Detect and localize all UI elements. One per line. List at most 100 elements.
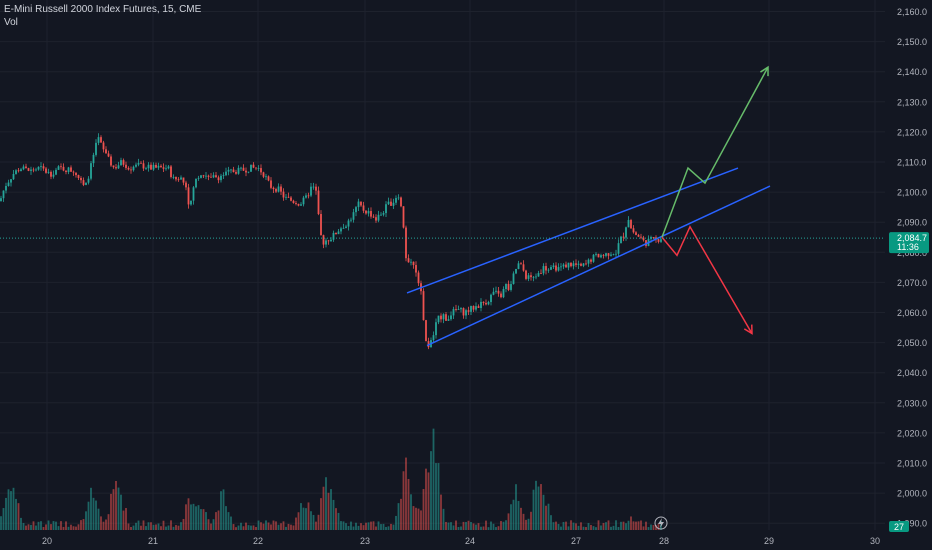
candle-body	[175, 176, 177, 180]
volume-bar	[437, 463, 440, 530]
volume-bar	[32, 521, 35, 530]
volume-bar	[200, 509, 202, 530]
candle-body	[357, 201, 360, 208]
candle-body	[267, 176, 270, 181]
candle-body	[120, 160, 122, 166]
volume-bar	[267, 522, 270, 530]
candle-body	[302, 197, 305, 205]
volume-bar	[150, 522, 152, 530]
candle-body	[152, 164, 155, 170]
candle-body	[270, 180, 272, 188]
candle-body	[305, 195, 307, 198]
candle-body	[235, 172, 237, 174]
candle-body	[342, 227, 345, 229]
volume-bar	[642, 526, 645, 530]
candle-body	[442, 314, 445, 320]
candle-body	[220, 175, 222, 181]
candle-body	[285, 196, 287, 198]
candle-body	[205, 175, 207, 177]
volume-bar	[290, 524, 292, 530]
candle-body	[657, 239, 660, 242]
candle-body	[377, 214, 380, 221]
volume-bar	[540, 484, 542, 530]
volume-bar	[155, 524, 157, 530]
volume-bar	[192, 503, 195, 530]
candle-body	[35, 169, 37, 171]
candle-body	[340, 228, 342, 232]
volume-bar	[645, 521, 647, 530]
volume-bar	[130, 526, 132, 530]
volume-bar	[217, 510, 220, 530]
volume-bar	[372, 521, 375, 530]
trend-drawings[interactable]	[406, 65, 771, 347]
price-tick-label: 2,060.0	[897, 308, 927, 318]
volume-bar	[547, 503, 550, 530]
time-tick-label: 20	[42, 536, 52, 546]
price-tick-label: 2,100.0	[897, 188, 927, 198]
volume-bar	[517, 500, 520, 530]
lightning-icon[interactable]	[654, 516, 668, 530]
candle-body	[82, 180, 85, 185]
candle-body	[365, 210, 367, 214]
candle-body	[330, 239, 332, 242]
candle-body	[465, 310, 467, 316]
volume-bar	[625, 523, 627, 530]
volume-bar	[480, 526, 482, 530]
candle-body	[177, 179, 180, 181]
volume-bar	[212, 519, 215, 530]
volume-bar	[5, 497, 7, 530]
candle-body	[632, 228, 635, 233]
candle-body	[277, 186, 280, 192]
volume-indicator-label[interactable]: Vol	[4, 17, 18, 28]
candle-body	[297, 203, 300, 206]
volume-bar	[87, 501, 90, 530]
candle-body	[475, 306, 477, 310]
volume-bar	[597, 520, 600, 530]
volume-bar	[107, 514, 110, 530]
volume-bar	[342, 521, 345, 530]
candle-body	[482, 301, 485, 303]
candle-body	[222, 175, 225, 176]
candle-body	[162, 167, 165, 169]
candle-body	[245, 170, 247, 173]
candle-body	[567, 262, 570, 268]
candle-body	[57, 166, 60, 170]
candle-body	[502, 289, 505, 298]
volume-bar	[550, 515, 552, 530]
time-tick-label: 30	[870, 536, 880, 546]
price-axis[interactable]: 2,160.0 2,150.0 2,140.0 2,130.0 2,120.0 2,110…	[885, 0, 932, 550]
volume-bar	[580, 522, 582, 530]
volume-bar	[245, 522, 247, 530]
volume-bar	[262, 523, 265, 530]
candle-body	[372, 216, 375, 218]
candle-body	[80, 177, 82, 181]
volume-bar	[115, 480, 117, 530]
volume-bar	[17, 503, 20, 530]
candle-body	[405, 227, 407, 259]
candle-body	[325, 240, 327, 245]
volume-bar	[220, 491, 222, 530]
time-tick-label: 28	[659, 536, 669, 546]
symbol-title[interactable]: E-Mini Russell 2000 Index Futures, 15, C…	[4, 4, 202, 15]
candle-body	[112, 165, 115, 168]
candle-body	[497, 290, 500, 294]
volume-bar	[505, 520, 507, 530]
candle-body	[400, 197, 402, 207]
volume-bar	[447, 522, 450, 530]
volume-bar	[455, 520, 457, 530]
candle-body	[195, 178, 197, 188]
volume-bar	[232, 524, 235, 530]
candle-body	[640, 236, 642, 238]
candle-body	[435, 322, 437, 336]
candle-body	[242, 167, 245, 171]
candle-body	[40, 166, 42, 168]
candle-body	[202, 175, 205, 177]
volume-bar	[297, 512, 300, 530]
candle-body	[275, 189, 277, 192]
time-axis[interactable]: 20 21 22 23 24 27 28 29 30	[0, 530, 932, 550]
candle-body	[5, 186, 7, 191]
candle-body	[327, 240, 330, 242]
candle-body	[180, 177, 182, 180]
candle-body	[392, 202, 395, 206]
